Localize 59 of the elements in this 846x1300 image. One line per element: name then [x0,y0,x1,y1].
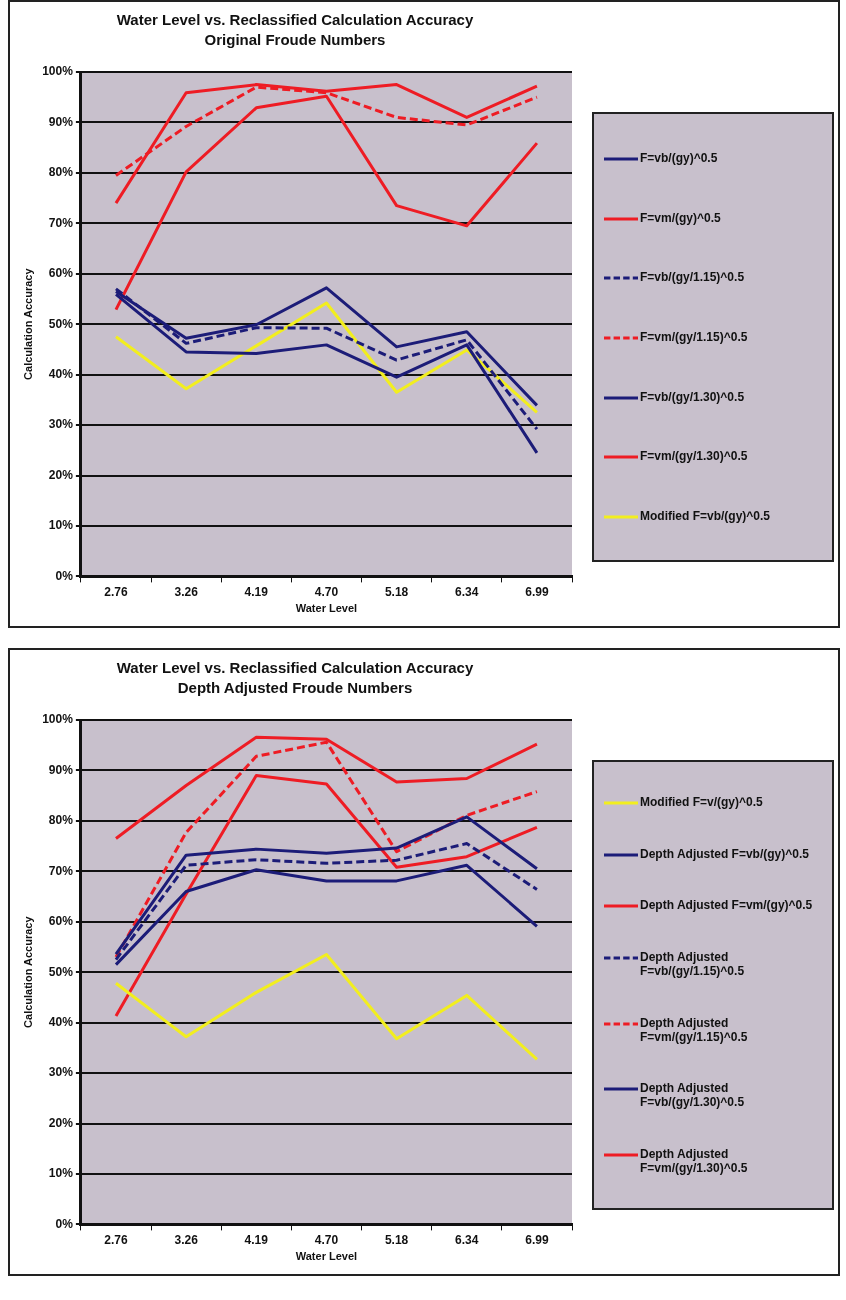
y-tick-label: 0% [55,1216,74,1231]
line-series [114,740,539,959]
y-tick-label: 80% [48,813,74,828]
y-tick-label: 90% [48,114,74,129]
x-axis-title: Water Level [295,1250,358,1263]
y-tick-label: 70% [48,215,74,230]
y-tick-label: 100% [42,712,74,727]
y-tick-label: 50% [48,316,74,331]
chart-title: Water Level vs. Reclassified Calculation Accuracy [116,11,474,29]
legend-label: F=vb/(gy/1.15)^0.5 [640,270,746,285]
y-tick-label: 40% [48,1014,74,1029]
legend-label: Modified F=vb/(gy)^0.5 [640,509,772,524]
y-axis-title: Calculation Accuracy [21,267,34,380]
x-tick-label: 3.26 [174,1232,199,1247]
y-tick-label: 40% [48,366,74,381]
x-tick-label: 2.76 [104,1232,128,1247]
y-tick-label: 30% [48,1065,74,1080]
legend-label: F=vb/(gy)^0.5 [640,150,719,165]
legend-label: Modified F=v/(gy)^0.5 [640,794,764,809]
y-axis-title: Calculation Accuracy [21,915,34,1028]
x-tick-label: 6.99 [525,584,549,599]
y-tick-label: 10% [48,518,74,533]
legend-label: Depth Adjusted F=vb/(gy/1.15)^0.5 [640,949,746,978]
x-axis-title: Water Level [295,602,358,615]
x-tick-label: 5.18 [384,584,409,599]
chart-subtitle: Original Froude Numbers [204,31,386,49]
x-tick-label: 4.70 [314,1232,339,1247]
x-tick-label: 6.34 [455,1232,479,1247]
chart-title: Water Level vs. Reclassified Calculation Accuracy [116,659,474,677]
y-tick-label: 90% [48,762,74,777]
y-tick-label: 20% [48,467,74,482]
legend-label: Depth Adjusted F=vb/(gy)^0.5 [640,846,810,861]
chart-subtitle: Depth Adjusted Froude Numbers [177,679,413,697]
x-tick-label: 4.70 [314,584,339,599]
y-tick-label: 80% [48,165,74,180]
legend-label: Depth Adjusted F=vm/(gy/1.30)^0.5 [640,1147,749,1176]
y-tick-label: 60% [48,266,74,281]
y-tick-label: 30% [48,417,74,432]
legend-label: Depth Adjusted F=vm/(gy)^0.5 [640,898,814,913]
y-tick-label: 10% [48,1166,74,1181]
y-tick-label: 70% [48,863,74,878]
legend-label: Depth Adjusted F=vb/(gy/1.30)^0.5 [640,1081,746,1110]
x-tick-label: 6.99 [525,1232,549,1247]
x-tick-label: 6.34 [455,584,479,599]
y-tick-label: 60% [48,914,74,929]
x-tick-label: 4.19 [244,584,269,599]
legend-label: Depth Adjusted F=vm/(gy/1.15)^0.5 [640,1015,749,1044]
y-tick-label: 0% [55,568,74,583]
legend-label: F=vb/(gy/1.30)^0.5 [640,389,746,404]
legend-label: F=vm/(gy/1.15)^0.5 [640,329,749,344]
legend-label: F=vm/(gy)^0.5 [640,210,722,225]
y-tick-label: 50% [48,964,74,979]
y-tick-label: 20% [48,1115,74,1130]
x-tick-label: 4.19 [244,1232,269,1247]
x-tick-label: 2.76 [104,584,128,599]
x-tick-label: 5.18 [384,1232,409,1247]
x-tick-label: 3.26 [174,584,199,599]
legend-label: F=vm/(gy/1.30)^0.5 [640,449,749,464]
y-tick-label: 100% [42,64,74,79]
